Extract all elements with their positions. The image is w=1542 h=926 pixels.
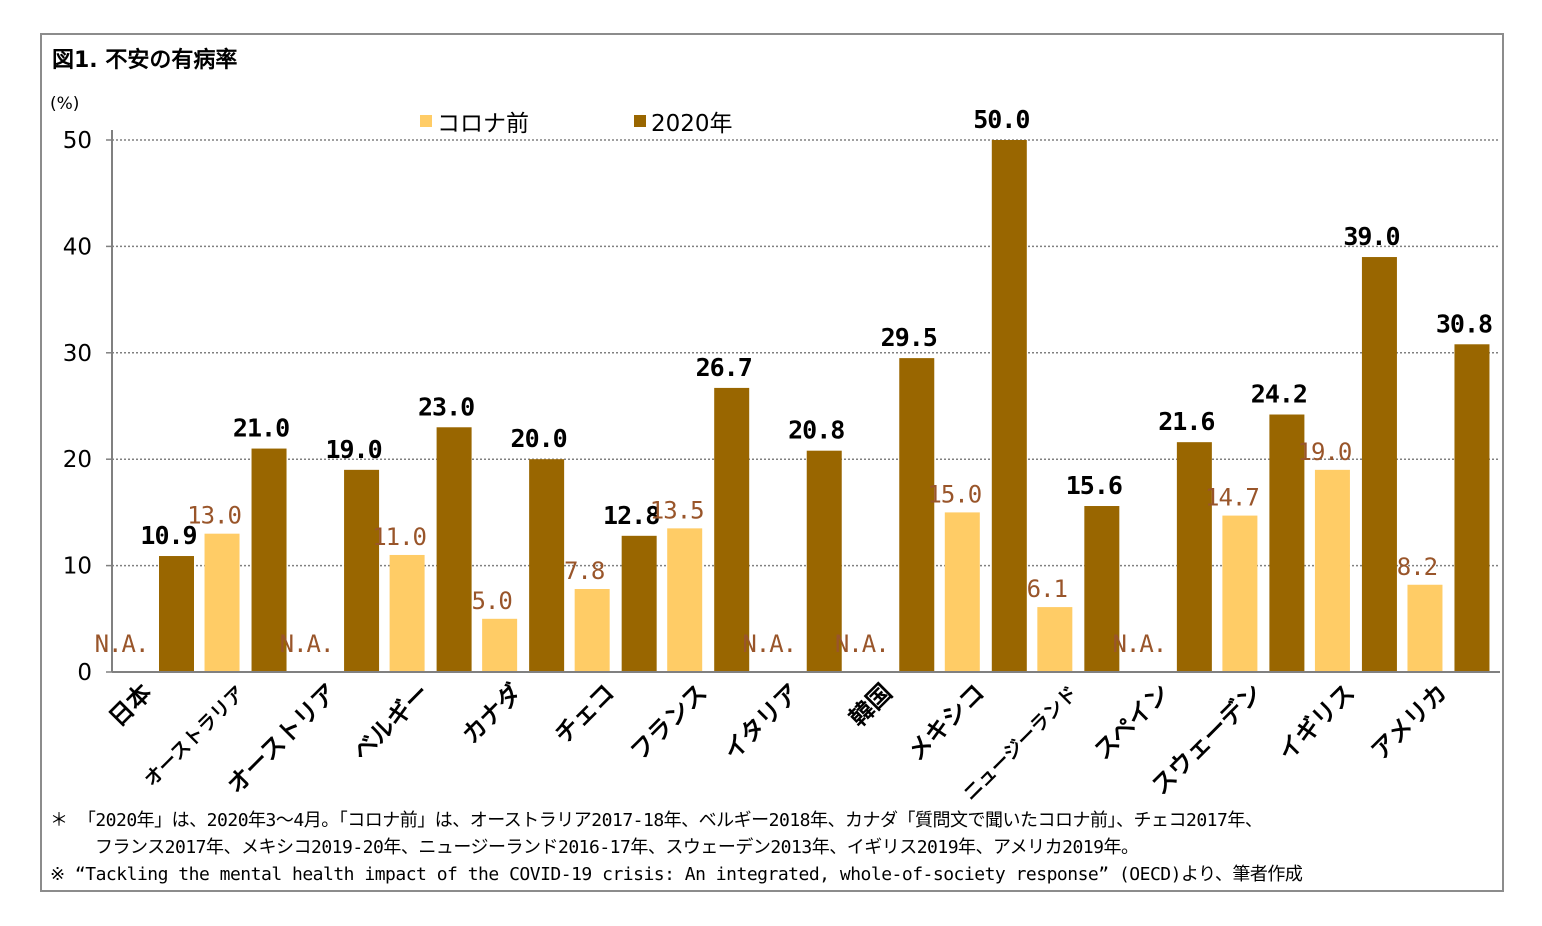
data-label-2020: 39.0 (1343, 222, 1399, 251)
bar-pre-6 (667, 528, 703, 672)
data-label-2020: 20.8 (788, 416, 844, 445)
bar-2020-8 (899, 358, 935, 672)
bar-pre-12 (1222, 515, 1258, 672)
note-line-2: フランス2017年、メキシコ2019-20年、ニュージーランド2016-17年、… (95, 837, 1139, 858)
data-label-pre: 8.2 (1397, 553, 1437, 581)
data-label-pre: 6.1 (1027, 575, 1067, 603)
chart-title: 図1. 不安の有病率 (52, 48, 238, 73)
data-label-pre: 7.8 (564, 557, 604, 585)
data-label-2020: 24.2 (1251, 380, 1307, 409)
x-tick-label: カナダ (457, 678, 528, 749)
data-label-2020: 29.5 (881, 323, 937, 352)
data-label-pre: N.A. (835, 630, 889, 658)
data-label-2020: 20.0 (511, 424, 567, 453)
y-axis-unit: (%) (50, 94, 80, 114)
bar-2020-11 (1176, 442, 1212, 672)
bar-pre-3 (389, 554, 425, 672)
bar-2020-3 (436, 427, 472, 672)
bar-2020-4 (529, 459, 565, 672)
y-tick-label: 30 (63, 341, 92, 367)
bar-pre-14 (1407, 584, 1443, 672)
x-tick-label: ベルギー (347, 678, 435, 766)
bar-chart: 01020304050N.A.10.9日本13.021.0オーストラリアN.A.… (63, 105, 1500, 800)
y-tick-label: 50 (63, 128, 92, 154)
x-tick-label: フランス (625, 678, 712, 765)
bar-pre-13 (1314, 469, 1350, 672)
bar-2020-12 (1269, 414, 1305, 672)
data-label-2020: 10.9 (140, 521, 196, 550)
bar-pre-9 (944, 512, 980, 672)
x-tick-label: イギリス (1272, 678, 1360, 766)
note-line-1: ＊ 「2020年」は、2020年3～4月。「コロナ前」は、オーストラリア2017… (50, 810, 1263, 831)
data-label-pre: 13.0 (187, 502, 241, 530)
data-label-2020: 12.8 (603, 501, 659, 530)
bar-2020-13 (1361, 257, 1397, 672)
bar-2020-0 (159, 556, 194, 672)
x-tick-label: スペイン (1089, 678, 1175, 764)
bar-2020-14 (1454, 344, 1490, 672)
legend-item-pre: コロナ前 (420, 104, 529, 138)
data-label-pre: 14.7 (1205, 484, 1259, 512)
bar-2020-6 (714, 387, 750, 672)
data-label-pre: N.A. (1112, 630, 1166, 658)
bar-2020-1 (251, 448, 287, 672)
y-tick-label: 20 (63, 447, 92, 473)
data-label-2020: 21.0 (233, 414, 289, 443)
legend-item-2020: 2020年 (634, 104, 733, 138)
data-label-pre: 13.5 (650, 496, 704, 524)
data-label-2020: 30.8 (1436, 309, 1492, 338)
x-tick-label: チェコ (549, 678, 620, 749)
bar-2020-9 (991, 140, 1027, 672)
bar-2020-5 (621, 535, 657, 672)
data-label-pre: 19.0 (1298, 438, 1352, 466)
data-label-pre: 11.0 (372, 523, 426, 551)
data-label-pre: N.A. (742, 630, 796, 658)
x-tick-label: 日本 (104, 678, 158, 732)
data-label-pre: 15.0 (927, 480, 981, 508)
data-label-2020: 26.7 (696, 353, 752, 382)
data-label-pre: N.A. (280, 630, 334, 658)
data-label-2020: 15.6 (1066, 471, 1122, 500)
data-label-pre: N.A. (95, 630, 149, 658)
y-tick-label: 40 (63, 234, 92, 260)
x-tick-label: アメリカ (1366, 678, 1453, 765)
data-label-2020: 50.0 (973, 105, 1029, 134)
legend-label-pre: コロナ前 (437, 111, 529, 137)
bar-pre-10 (1037, 607, 1073, 672)
y-tick-label: 0 (77, 660, 92, 686)
bar-pre-1 (204, 533, 240, 672)
legend-swatch-pre (420, 115, 432, 127)
bar-2020-10 (1084, 506, 1120, 672)
data-label-2020: 19.0 (325, 435, 381, 464)
x-tick-label: メキシコ (902, 678, 990, 766)
legend-label-2020: 2020年 (651, 111, 733, 137)
x-tick-label: イタリア (718, 678, 805, 765)
y-tick-label: 10 (63, 554, 92, 580)
bar-2020-7 (806, 450, 842, 672)
note-line-3: ※ “Tackling the mental health impact of … (50, 864, 1303, 885)
bar-pre-5 (574, 589, 610, 672)
data-label-2020: 23.0 (418, 392, 474, 421)
legend-swatch-2020 (634, 115, 646, 127)
x-tick-label: 韓国 (844, 678, 898, 732)
data-label-pre: 5.0 (471, 587, 511, 615)
bar-2020-2 (344, 469, 380, 672)
bar-pre-4 (482, 618, 518, 672)
data-label-2020: 21.6 (1158, 407, 1214, 436)
